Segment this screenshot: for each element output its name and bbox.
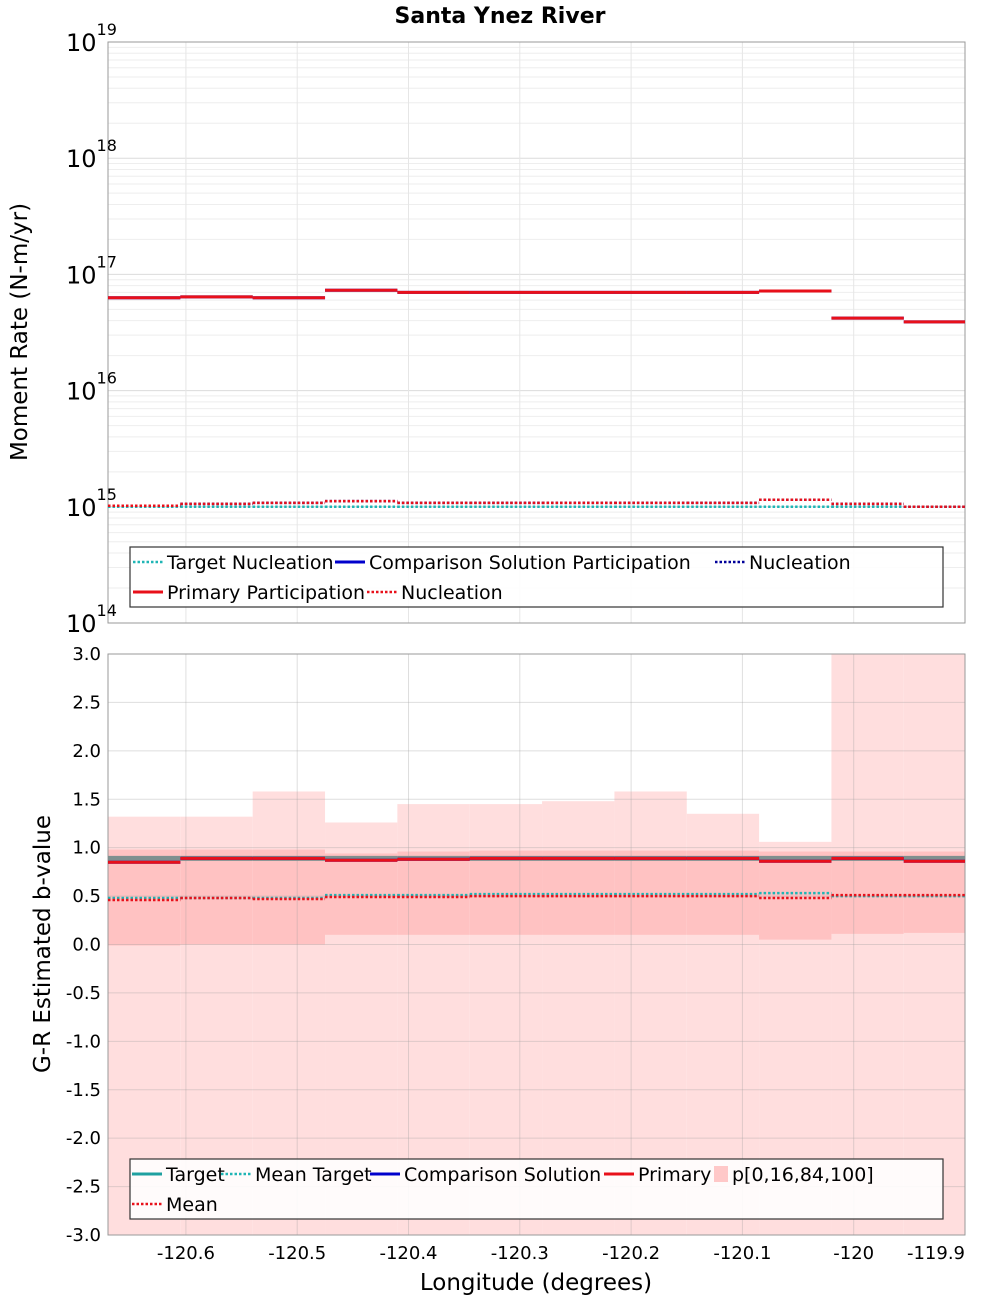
legend-label: Comparison Solution Participation: [369, 552, 691, 574]
band-p16-p84: [759, 851, 832, 940]
band-p16-p84: [903, 851, 965, 933]
y-tick-label: 0.0: [72, 935, 101, 956]
y-tick-label: 1019: [66, 20, 117, 57]
legend-label: Nucleation: [401, 582, 503, 604]
x-tick-label: -119.9: [907, 1243, 965, 1264]
x-tick-label: -120: [833, 1243, 874, 1264]
b-value-plot-frame: [107, 653, 966, 1236]
moment-rate-y-axis-label: Moment Rate (N-m/yr): [7, 203, 33, 461]
y-tick-label: -3.0: [66, 1225, 101, 1246]
band-p0-p100: [831, 654, 904, 1235]
legend-label: Comparison Solution: [404, 1164, 601, 1186]
y-tick-label: 2.5: [72, 692, 101, 713]
y-tick-label: 1.5: [72, 789, 101, 810]
x-tick-label: -120.6: [157, 1243, 215, 1264]
y-tick-label: 0.5: [72, 886, 101, 907]
b-value-legend: Target Mean Target Comparison Solution Prim…: [129, 1158, 944, 1220]
y-tick-label: 2.0: [72, 741, 101, 762]
y-tick-label: -2.0: [66, 1128, 101, 1149]
b-value-y-ticks: 3.0 2.5 2.0 1.5 1.0 0.5 0.0 -0.5 -1.0 -1.5 -2.0 -2.…: [66, 644, 101, 1246]
moment-rate-series: [108, 288, 965, 509]
band-p16-p84: [469, 850, 543, 935]
series-primary-participation: [108, 288, 965, 324]
x-axis-label: Longitude (degrees): [420, 1270, 652, 1296]
x-tick-label: -120.2: [602, 1243, 660, 1264]
moment-rate-grid: [108, 42, 965, 624]
y-tick-label: 1015: [66, 485, 117, 522]
y-tick-label: 1.0: [72, 838, 101, 859]
band-p16-p84: [686, 850, 760, 935]
band-p16-p84: [614, 850, 687, 935]
legend-box: [129, 546, 944, 608]
y-tick-label: -2.5: [66, 1177, 101, 1198]
legend-label: Nucleation: [749, 552, 851, 574]
legend-label: Target Nucleation: [166, 552, 334, 574]
b-value-series: [108, 855, 965, 902]
series-nucleation: [108, 498, 965, 509]
legend-label: Primary: [638, 1164, 711, 1186]
x-tick-label: -120.3: [491, 1243, 549, 1264]
legend-box: [129, 1158, 944, 1220]
x-tick-label: -120.4: [379, 1243, 437, 1264]
x-tick-label: -120.1: [713, 1243, 771, 1264]
x-tick-label: -120.5: [268, 1243, 326, 1264]
legend-label: p[0,16,84,100]: [732, 1164, 874, 1186]
band-p0-p100: [903, 654, 965, 1235]
legend-label: Target: [165, 1164, 225, 1186]
y-tick-label: -1.0: [66, 1031, 101, 1052]
band-p16-p84: [397, 851, 470, 935]
band-p16-p84: [542, 850, 615, 935]
legend-label: Primary Participation: [167, 582, 365, 604]
x-axis-ticks: -120.6 -120.5 -120.4 -120.3 -120.2 -120.1 -120…: [157, 1243, 965, 1264]
band-p16-p84: [831, 851, 904, 934]
b-value-panel: 3.0 2.5 2.0 1.5 1.0 0.5 0.0 -0.5 -1.0 -1.5 -2.0 -2.…: [30, 644, 966, 1296]
legend-label: Mean Target: [255, 1164, 372, 1186]
moment-rate-y-ticks: 1014 1015 1016 1017 1018 1019: [66, 20, 117, 638]
legend-label: Mean: [166, 1194, 218, 1216]
y-tick-label: 3.0: [72, 644, 101, 665]
moment-rate-plot-frame: [107, 41, 966, 624]
moment-rate-legend: Target Nucleation Comparison Solution Par…: [129, 546, 944, 608]
y-tick-label: 1014: [66, 601, 117, 638]
y-tick-label: 1018: [66, 136, 117, 173]
series-mean: [108, 893, 965, 902]
y-tick-label: 1017: [66, 252, 117, 289]
moment-rate-panel: 1014 1015 1016 1017 1018 1019 Moment Rate (N-…: [7, 20, 966, 638]
series-primary: [108, 856, 965, 864]
b-value-y-axis-label: G-R Estimated b-value: [30, 815, 56, 1073]
y-tick-label: 1016: [66, 369, 117, 406]
legend-swatch: [714, 1166, 728, 1182]
y-tick-label: -1.5: [66, 1080, 101, 1101]
y-tick-label: -0.5: [66, 983, 101, 1004]
chart-title: Santa Ynez River: [395, 4, 606, 29]
